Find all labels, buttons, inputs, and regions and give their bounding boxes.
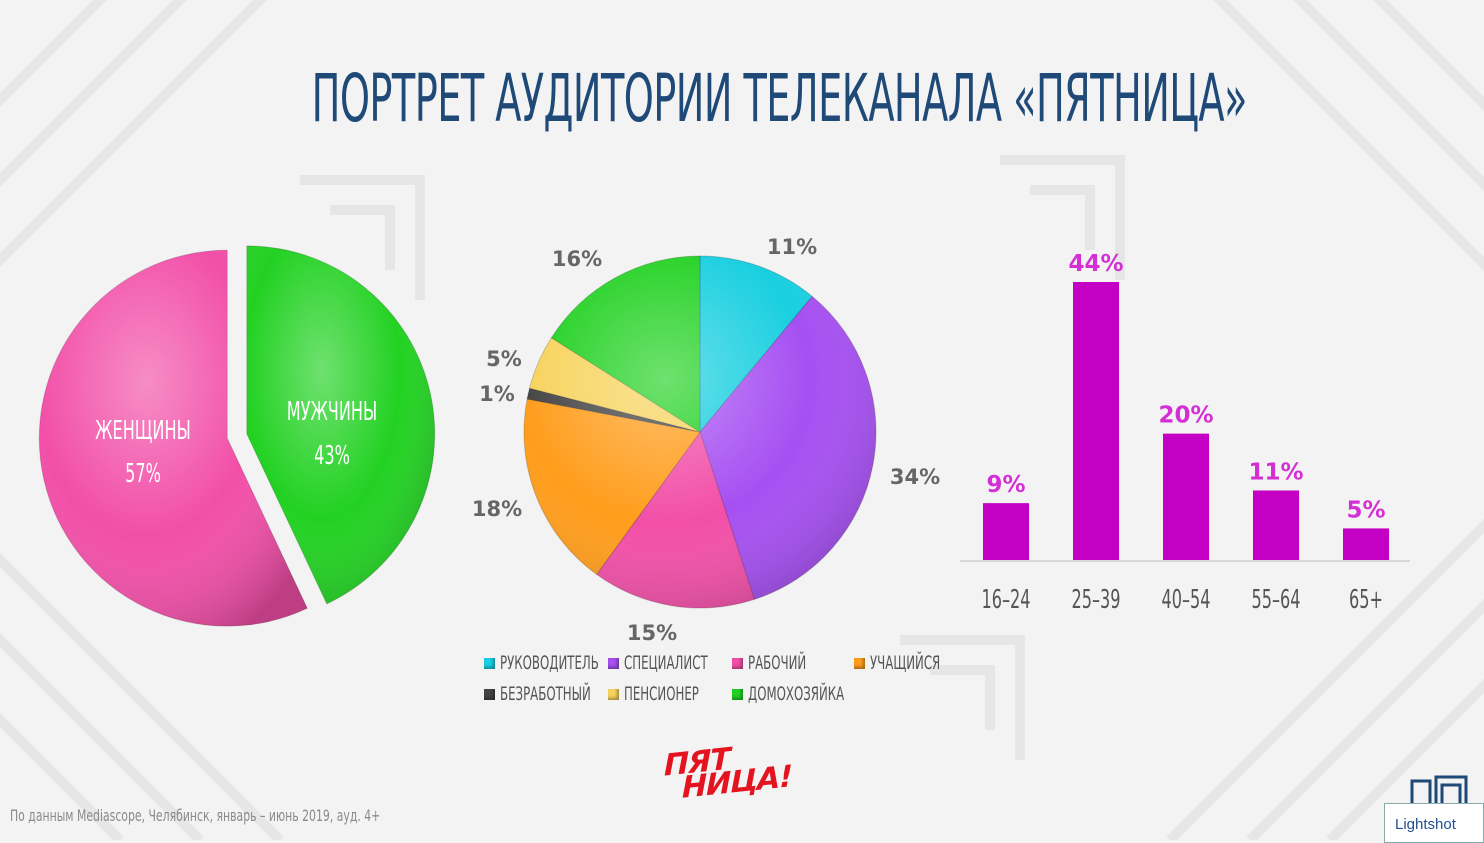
legend-swatch xyxy=(732,657,743,669)
data-label-unemployed: 1% xyxy=(479,382,515,406)
x-tick-label: 55–64 xyxy=(1251,585,1300,615)
women-label: ЖЕНЩИНЫ xyxy=(95,416,191,446)
legend-label: РАБОЧИЙ xyxy=(748,652,807,674)
legend-item-housewife: ДОМОХОЗЯЙКА xyxy=(732,683,903,705)
pyatnitsa-logo: ПЯТ НИЦА! xyxy=(664,741,792,806)
legend-swatch xyxy=(608,657,619,669)
corner-logo-icon xyxy=(1410,775,1468,803)
page-title: ПОРТРЕТ АУДИТОРИИ ТЕЛЕКАНАЛА «ПЯТНИЦА» xyxy=(311,60,1248,137)
bar-25–39 xyxy=(1073,282,1119,560)
legend-swatch xyxy=(484,688,495,700)
pie-slice-women-shading xyxy=(39,250,308,627)
legend-swatch xyxy=(484,657,495,669)
legend-label: УЧАЩИЙСЯ xyxy=(870,652,941,674)
data-label-manager: 11% xyxy=(767,235,817,259)
bar-40–54 xyxy=(1163,433,1209,560)
bar-value-label: 9% xyxy=(986,472,1025,498)
gender-pie-chart: ЖЕНЩИНЫ 57% МУЖЧИНЫ 43% xyxy=(38,245,436,627)
legend-label: БЕЗРАБОТНЫЙ xyxy=(500,683,591,705)
legend-item-pensioner: ПЕНСИОНЕР xyxy=(608,683,745,705)
legend-label: ДОМОХОЗЯЙКА xyxy=(748,683,845,705)
women-value: 57% xyxy=(125,459,161,489)
x-tick-label: 65+ xyxy=(1349,585,1383,615)
x-tick-label: 40–54 xyxy=(1161,585,1210,615)
bar-value-label: 5% xyxy=(1346,497,1385,523)
legend-swatch xyxy=(854,657,865,669)
age-bar-chart: 9% 16–24 44% 25–39 20% 40–54 11% 55–64 5% 65+ xyxy=(960,251,1410,615)
legend-label: РУКОВОДИТЕЛЬ xyxy=(500,652,599,674)
source-footnote: По данным Mediascope, Челябинск, январь … xyxy=(10,806,381,825)
legend-swatch xyxy=(732,688,743,700)
bar-55–64 xyxy=(1253,490,1299,560)
bar-value-label: 44% xyxy=(1068,251,1123,277)
legend-item-worker: РАБОЧИЙ xyxy=(732,652,842,674)
pie-slice-men-shading xyxy=(246,245,435,604)
occupation-pie-shading xyxy=(524,256,876,608)
legend-item-manager: РУКОВОДИТЕЛЬ xyxy=(484,652,659,674)
legend-item-unemployed: БЕЗРАБОТНЫЙ xyxy=(484,683,647,705)
bar-65+ xyxy=(1343,528,1389,560)
data-label-pensioner: 5% xyxy=(486,347,522,371)
legend-label: СПЕЦИАЛИСТ xyxy=(624,652,708,674)
legend-item-student: УЧАЩИЙСЯ xyxy=(854,652,983,674)
data-label-specialist: 34% xyxy=(890,465,940,489)
legend-label: ПЕНСИОНЕР xyxy=(624,683,699,705)
data-label-worker: 15% xyxy=(627,621,677,645)
data-label-housewife: 16% xyxy=(552,247,602,271)
legend-item-specialist: СПЕЦИАЛИСТ xyxy=(608,652,759,674)
bar-16–24 xyxy=(983,503,1029,560)
men-label: МУЖЧИНЫ xyxy=(287,397,378,427)
bar-value-label: 11% xyxy=(1248,460,1303,486)
data-label-student: 18% xyxy=(472,497,522,521)
bar-value-label: 20% xyxy=(1158,403,1213,429)
occupation-pie-chart: 11% 34% 15% 18% 1% 5% 16% xyxy=(472,235,940,645)
x-tick-label: 16–24 xyxy=(981,585,1030,615)
legend-swatch xyxy=(608,688,619,700)
lightshot-tooltip[interactable]: Lightshot xyxy=(1384,803,1484,843)
x-tick-label: 25–39 xyxy=(1071,585,1120,615)
men-value: 43% xyxy=(314,441,350,471)
